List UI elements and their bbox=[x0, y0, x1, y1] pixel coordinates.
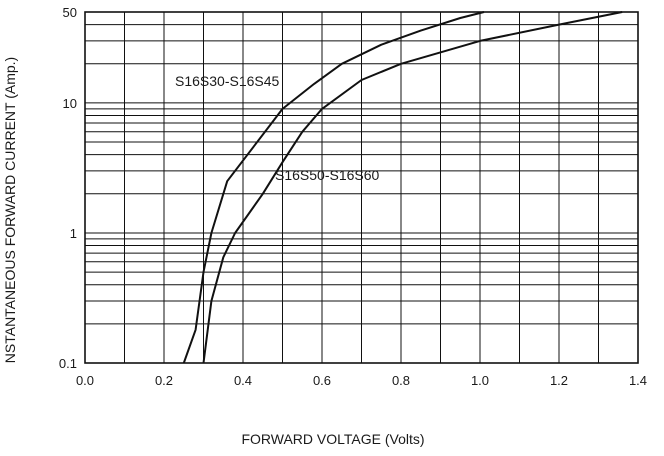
series-line-1 bbox=[182, 11, 485, 364]
x-tick-label: 1.2 bbox=[550, 373, 568, 388]
series-label-s16s50-s16s60: S16S50-S16S60 bbox=[275, 167, 380, 183]
x-tick-label: 0.4 bbox=[234, 373, 252, 388]
y-tick-label: 50 bbox=[63, 5, 77, 20]
grid bbox=[85, 12, 638, 363]
y-axis-label: NSTANTANEOUS FORWARD CURRENT (Amp.) bbox=[2, 57, 18, 363]
series-label-s16s30-s16s45: S16S30-S16S45 bbox=[175, 73, 280, 89]
series-group bbox=[182, 11, 623, 364]
x-axis-label: FORWARD VOLTAGE (Volts) bbox=[241, 431, 424, 447]
x-tick-label: 0.8 bbox=[392, 373, 410, 388]
x-tick-label: 0.2 bbox=[155, 373, 173, 388]
x-tick-label: 1.4 bbox=[629, 373, 647, 388]
y-tick-label: 10 bbox=[63, 96, 77, 111]
y-tick-label: 1 bbox=[70, 226, 77, 241]
plot-frame bbox=[84, 11, 639, 364]
x-tick-label: 0.6 bbox=[313, 373, 331, 388]
tick-labels: 0.0 0.2 0.4 0.6 0.8 1.0 1.2 1.4 0.1 1 10 50 bbox=[59, 5, 647, 388]
x-tick-label: 0.0 bbox=[76, 373, 94, 388]
series-line-2 bbox=[202, 11, 623, 364]
y-tick-label: 0.1 bbox=[59, 356, 77, 371]
x-tick-label: 1.0 bbox=[471, 373, 489, 388]
